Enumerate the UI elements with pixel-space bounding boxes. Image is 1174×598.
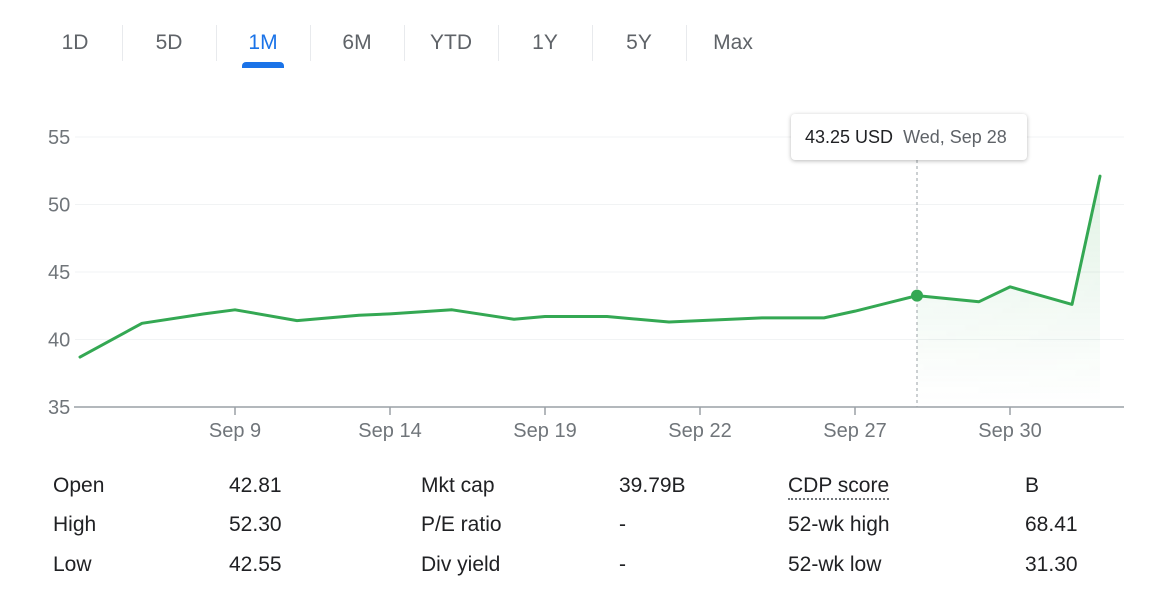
tooltip-price: 43.25 USD bbox=[805, 126, 894, 147]
tab-1y[interactable]: 1Y bbox=[498, 20, 592, 66]
stat-value-high: 52.30 bbox=[229, 513, 282, 536]
stat-value-cdp-score: B bbox=[1025, 474, 1040, 497]
y-tick-label: 55 bbox=[48, 127, 70, 149]
stat-label-div-yield: Div yield bbox=[421, 553, 501, 576]
tab-5d[interactable]: 5D bbox=[122, 20, 216, 66]
tooltip-date: Wed, Sep 28 bbox=[903, 126, 1007, 147]
x-tick-label: Sep 30 bbox=[978, 420, 1041, 442]
stat-value-div-yield: - bbox=[619, 553, 626, 576]
stats-row: High 52.30 P/E ratio - 52-wk high 68.41 bbox=[0, 513, 1174, 553]
tab-6m[interactable]: 6M bbox=[310, 20, 404, 66]
x-tick-label: Sep 9 bbox=[209, 420, 261, 442]
y-tick-label: 50 bbox=[48, 195, 70, 217]
x-tick-label: Sep 14 bbox=[358, 420, 421, 442]
range-tabs: 1D 5D 1M 6M YTD 1Y 5Y Max bbox=[28, 20, 780, 70]
x-tick-label: Sep 27 bbox=[823, 420, 886, 442]
price-tooltip: 43.25 USD Wed, Sep 28 bbox=[791, 114, 1027, 160]
price-area bbox=[917, 176, 1100, 407]
stat-value-mkt-cap: 39.79B bbox=[619, 474, 686, 497]
stat-label-open: Open bbox=[53, 474, 105, 497]
x-axis: Sep 9 Sep 14 Sep 19 Sep 22 Sep 27 Sep 30 bbox=[209, 407, 1042, 442]
stat-label-low: Low bbox=[53, 553, 92, 576]
tab-1m[interactable]: 1M bbox=[216, 20, 310, 68]
stat-label-high: High bbox=[53, 513, 97, 536]
y-tick-label: 45 bbox=[48, 262, 70, 284]
x-tick-label: Sep 19 bbox=[513, 420, 576, 442]
stat-label-mkt-cap: Mkt cap bbox=[421, 474, 495, 497]
stat-label-pe-ratio: P/E ratio bbox=[421, 513, 502, 536]
stat-value-low: 42.55 bbox=[229, 553, 282, 576]
x-tick-label: Sep 22 bbox=[668, 420, 731, 442]
tab-ytd[interactable]: YTD bbox=[404, 20, 498, 66]
stat-label-cdp-score[interactable]: CDP score bbox=[788, 474, 890, 500]
stat-value-52wk-low: 31.30 bbox=[1025, 553, 1078, 576]
hover-point[interactable] bbox=[911, 289, 923, 302]
stat-value-pe-ratio: - bbox=[619, 513, 626, 536]
stat-label-52wk-low: 52-wk low bbox=[788, 553, 882, 576]
y-tick-label: 40 bbox=[48, 330, 70, 352]
stats-row: Low 42.55 Div yield - 52-wk low 31.30 bbox=[0, 553, 1174, 593]
stat-value-52wk-high: 68.41 bbox=[1025, 513, 1078, 536]
tab-5y[interactable]: 5Y bbox=[592, 20, 686, 66]
tab-1d[interactable]: 1D bbox=[61, 31, 89, 54]
stats-table: Open 42.81 Mkt cap 39.79B CDP score B Hi… bbox=[0, 474, 1174, 594]
price-line bbox=[78, 174, 1102, 359]
stat-value-open: 42.81 bbox=[229, 474, 282, 497]
price-chart[interactable]: 35 40 45 50 55 Sep 9 Sep 14 Sep 19 Sep 22 Sep 27… bbox=[0, 0, 1174, 460]
tab-max[interactable]: Max bbox=[686, 20, 780, 66]
stat-label-52wk-high: 52-wk high bbox=[788, 513, 890, 536]
y-tick-label: 35 bbox=[48, 397, 70, 419]
stats-row: Open 42.81 Mkt cap 39.79B CDP score B bbox=[0, 474, 1174, 514]
y-axis: 35 40 45 50 55 bbox=[48, 127, 70, 419]
